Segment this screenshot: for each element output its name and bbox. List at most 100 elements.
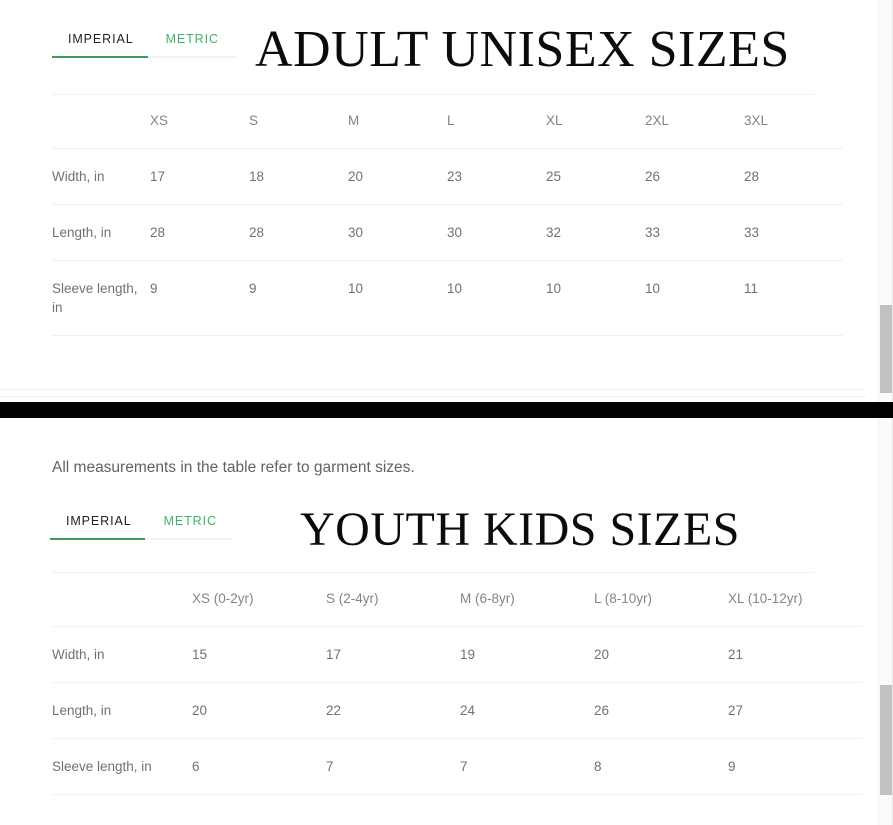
adult-measurement-cell: 10: [645, 260, 744, 336]
youth-measurement-cell: 27: [728, 682, 862, 739]
adult-column-header: XL: [546, 95, 645, 149]
youth-unit-tabs: IMPERIAL METRIC: [50, 500, 232, 540]
adult-table-head: XS S M L XL 2XL 3XL: [52, 95, 843, 149]
youth-column-header: L (8-10yr): [594, 573, 728, 627]
table-row: Sleeve length, in 9 9 10 10 10 10 11: [52, 260, 843, 336]
youth-tab-metric[interactable]: METRIC: [163, 514, 217, 528]
adult-tab-strip: IMPERIAL METRIC: [52, 24, 237, 56]
youth-measurement-cell: 19: [460, 626, 594, 683]
youth-header-row: XS (0-2yr) S (2-4yr) M (6-8yr) L (8-10yr) XL…: [52, 573, 862, 627]
youth-column-header: M (6-8yr): [460, 573, 594, 627]
adult-column-header: 3XL: [744, 95, 843, 149]
adult-measurement-cell: 26: [645, 148, 744, 205]
adult-measurement-cell: 30: [447, 204, 546, 261]
adult-measurement-cell: 32: [546, 204, 645, 261]
adult-scrollbar-thumb[interactable]: [880, 305, 893, 393]
adult-column-header: M: [348, 95, 447, 149]
adult-corner-header: [52, 95, 150, 149]
youth-measurement-cell: 9: [728, 738, 862, 795]
adult-measurement-cell: 28: [249, 204, 348, 261]
adult-sizes-panel: the sizes and measurements below IMPERIA…: [0, 0, 893, 402]
table-row: Sleeve length, in 6 7 7 8 9: [52, 738, 862, 795]
adult-measurement-cell: 23: [447, 148, 546, 205]
adult-measurement-cell: 10: [447, 260, 546, 336]
adult-measurement-cell: 25: [546, 148, 645, 205]
youth-size-table: XS (0-2yr) S (2-4yr) M (6-8yr) L (8-10yr) XL…: [52, 573, 862, 795]
adult-measurement-cell: 18: [249, 148, 348, 205]
adult-column-header: S: [249, 95, 348, 149]
youth-table-wrap: XS (0-2yr) S (2-4yr) M (6-8yr) L (8-10yr) XL…: [52, 572, 862, 795]
adult-column-header: XS: [150, 95, 249, 149]
youth-table-head: XS (0-2yr) S (2-4yr) M (6-8yr) L (8-10yr) XL…: [52, 573, 862, 627]
adult-measurement-cell: 9: [249, 260, 348, 336]
clipped-text-fragment: the sizes and measurements below: [452, 0, 852, 2]
youth-section-title: YOUTH KIDS SIZES: [300, 503, 740, 556]
youth-measurement-cell: 21: [728, 626, 862, 683]
youth-measurement-cell: 20: [192, 682, 326, 739]
adult-measurement-cell: 30: [348, 204, 447, 261]
youth-tab-track: [50, 538, 232, 540]
table-row: Width, in 15 17 19 20 21: [52, 626, 862, 683]
adult-panel-scrollbar[interactable]: [878, 0, 893, 402]
table-row: Length, in 20 22 24 26 27: [52, 682, 862, 739]
adult-table-body: Width, in 17 18 20 23 25 26 28 Length, in 28 28 30 3…: [52, 148, 843, 336]
youth-column-header: XL (10-12yr): [728, 573, 862, 627]
adult-size-table: XS S M L XL 2XL 3XL Width, in 17 18 20 23 25 26 28 Len…: [52, 95, 843, 336]
youth-row-label: Length, in: [52, 682, 192, 739]
youth-measurement-cell: 8: [594, 738, 728, 795]
adult-row-label: Sleeve length, in: [52, 260, 150, 336]
youth-table-top-rule: [52, 572, 814, 573]
youth-measurement-cell: 26: [594, 682, 728, 739]
adult-measurement-cell: 10: [546, 260, 645, 336]
adult-tab-imperial[interactable]: IMPERIAL: [68, 32, 134, 46]
youth-corner-header: [52, 573, 192, 627]
youth-sizes-panel: All measurements in the table refer to g…: [0, 418, 893, 825]
youth-scrollbar-thumb[interactable]: [880, 685, 893, 795]
youth-row-label: Width, in: [52, 626, 192, 683]
adult-active-tab-underline: [52, 56, 148, 58]
table-row: Width, in 17 18 20 23 25 26 28: [52, 148, 843, 205]
youth-measurement-cell: 15: [192, 626, 326, 683]
section-divider-band: [0, 402, 893, 418]
adult-row-label: Width, in: [52, 148, 150, 205]
adult-measurement-cell: 11: [744, 260, 843, 336]
youth-tab-strip: IMPERIAL METRIC: [50, 506, 232, 538]
adult-row-label: Length, in: [52, 204, 150, 261]
youth-column-header: S (2-4yr): [326, 573, 460, 627]
adult-table-top-rule: [52, 94, 814, 95]
adult-table-wrap: XS S M L XL 2XL 3XL Width, in 17 18 20 23 25 26 28 Len…: [52, 94, 843, 336]
youth-tab-imperial[interactable]: IMPERIAL: [66, 514, 132, 528]
adult-measurement-cell: 9: [150, 260, 249, 336]
youth-measurement-cell: 6: [192, 738, 326, 795]
adult-measurement-cell: 28: [150, 204, 249, 261]
youth-measurement-cell: 24: [460, 682, 594, 739]
youth-measurement-cell: 7: [326, 738, 460, 795]
youth-column-header: XS (0-2yr): [192, 573, 326, 627]
adult-measurement-cell: 17: [150, 148, 249, 205]
adult-measurement-cell: 33: [645, 204, 744, 261]
adult-section-title: ADULT UNISEX SIZES: [255, 21, 790, 78]
adult-tab-track: [52, 56, 237, 58]
adult-measurement-cell: 28: [744, 148, 843, 205]
adult-panel-bottom-rule-2: [0, 396, 866, 397]
youth-panel-scrollbar[interactable]: [878, 418, 893, 825]
adult-unit-tabs: IMPERIAL METRIC: [52, 18, 237, 58]
measurements-note: All measurements in the table refer to g…: [52, 459, 415, 476]
youth-table-body: Width, in 15 17 19 20 21 Length, in 20 22 24 26 27 S…: [52, 626, 862, 795]
youth-active-tab-underline: [50, 538, 145, 540]
adult-measurement-cell: 33: [744, 204, 843, 261]
youth-measurement-cell: 7: [460, 738, 594, 795]
adult-panel-bottom-rule: [0, 389, 866, 390]
adult-header-row: XS S M L XL 2XL 3XL: [52, 95, 843, 149]
youth-measurement-cell: 17: [326, 626, 460, 683]
table-row: Length, in 28 28 30 30 32 33 33: [52, 204, 843, 261]
adult-column-header: L: [447, 95, 546, 149]
youth-measurement-cell: 22: [326, 682, 460, 739]
adult-measurement-cell: 20: [348, 148, 447, 205]
youth-measurement-cell: 20: [594, 626, 728, 683]
youth-row-label: Sleeve length, in: [52, 738, 192, 795]
adult-measurement-cell: 10: [348, 260, 447, 336]
adult-tab-metric[interactable]: METRIC: [165, 32, 219, 46]
adult-column-header: 2XL: [645, 95, 744, 149]
